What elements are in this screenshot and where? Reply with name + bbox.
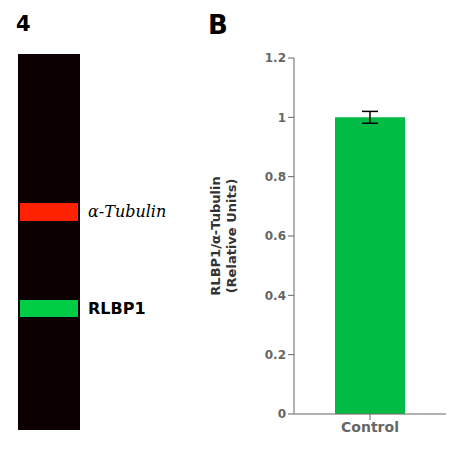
svg-text:1: 1 [278,111,286,125]
html-text:α-Tubulin: α-Tubulin [88,201,167,221]
svg-text:0.8: 0.8 [265,170,286,184]
html-text:B: B [208,10,228,40]
svg-text:Control: Control [341,419,399,435]
html-text:4: 4 [16,12,31,36]
svg-text:0.6: 0.6 [265,229,286,243]
svg-text:0.2: 0.2 [265,348,286,362]
svg-text:0.4: 0.4 [265,289,286,303]
svg-text:1.2: 1.2 [265,51,286,65]
html-text:RLBP1: RLBP1 [88,298,146,318]
svg-text:0: 0 [278,407,286,421]
svg-text:RLBP1/α-Tubulin(Relative Units: RLBP1/α-Tubulin(Relative Units) [208,176,239,295]
